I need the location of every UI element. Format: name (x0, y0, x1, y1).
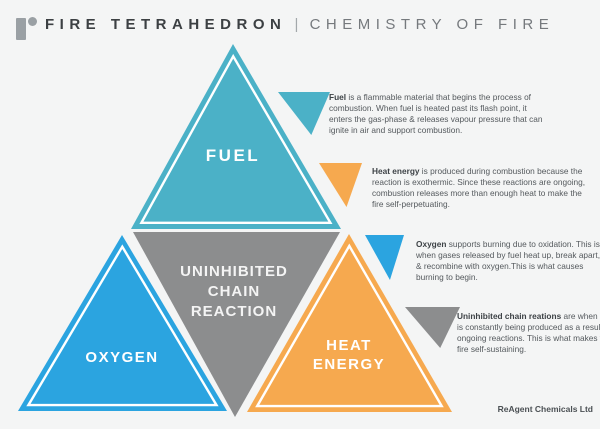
company-credit: ReAgent Chemicals Ltd (497, 404, 593, 414)
fuel-label: FUEL (205, 146, 261, 165)
fuel-annotation: Fuel is a flammable material that begins… (329, 92, 551, 136)
logo-bar (16, 18, 26, 40)
title-secondary: CHEMISTRY OF FIRE (309, 16, 555, 33)
oxygen-annotation: Oxygen supports burning due to oxidation… (416, 239, 600, 283)
oxygen-triangle-inner-border (26, 244, 219, 407)
chain-reaction-label: UNINHIBITED CHAIN REACTION (180, 263, 288, 320)
fuel-annotation-body: is a flammable material that begins the … (329, 92, 543, 135)
fuel-triangle-inner-border (139, 53, 333, 225)
logo-dot (28, 17, 37, 26)
chain-reaction-triangle (133, 232, 340, 417)
oxygen-annotation-lead: Oxygen (416, 239, 447, 249)
reagent-logo-icon (16, 17, 38, 40)
chain-annotation-lead: Uninhibited chain reations (457, 311, 562, 321)
chain-annotation-body: are when heat is constantly being produc… (457, 311, 600, 354)
heat-energy-triangle-inner-border (255, 243, 444, 408)
fuel-triangle (131, 44, 341, 229)
heat-energy-label: HEAT ENERGY (312, 337, 386, 373)
fire-tetrahedron-diagram (18, 44, 452, 417)
oxygen-label: OXYGEN (85, 349, 159, 366)
heat-energy-triangle (247, 234, 452, 412)
heat-annotation: Heat energy is produced during combustio… (372, 166, 592, 210)
title-primary: FIRE TETRAHEDRON (45, 16, 287, 33)
title-separator: | (294, 16, 302, 33)
heat-annotation-lead: Heat energy (372, 166, 420, 176)
heat-annotation-body: is produced during combustion because th… (372, 166, 586, 209)
fuel-annotation-lead: Fuel (329, 92, 347, 102)
oxygen-annotation-body: supports burning due to oxidation. This … (416, 239, 600, 282)
page-title: FIRE TETRAHEDRON | CHEMISTRY OF FIRE (45, 17, 595, 33)
oxygen-triangle (18, 235, 227, 411)
chain-annotation: Uninhibited chain reations are when heat… (457, 311, 600, 355)
